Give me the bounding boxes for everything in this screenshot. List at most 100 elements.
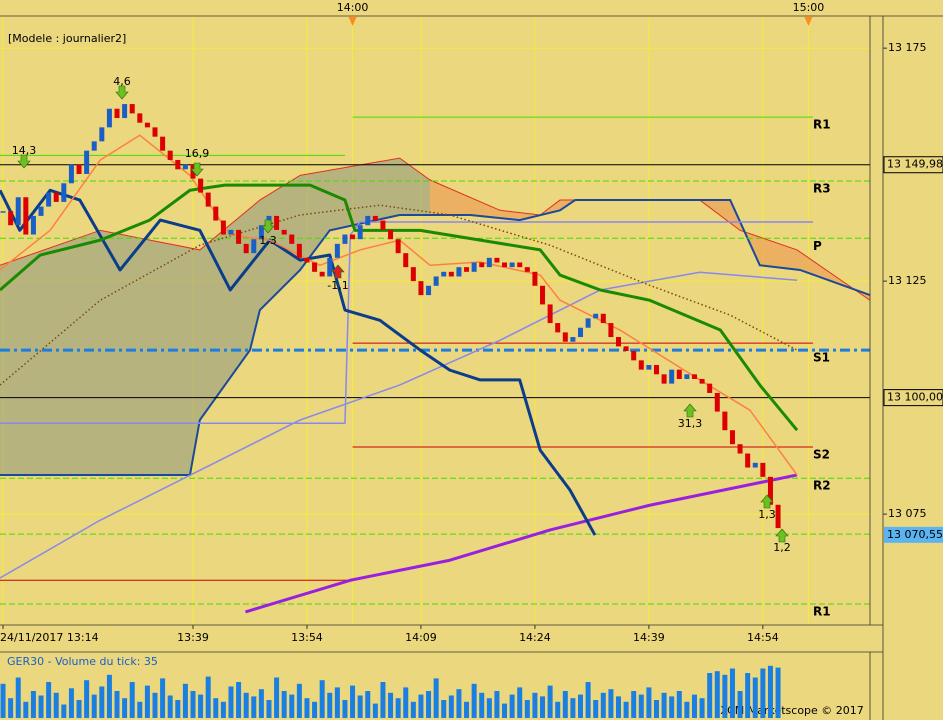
- volume-bar: [615, 696, 621, 718]
- level-label: R3: [813, 181, 831, 195]
- volume-bar: [570, 698, 576, 718]
- candle: [578, 327, 584, 338]
- candle: [395, 239, 401, 254]
- volume-bar: [30, 691, 36, 718]
- volume-bar: [182, 683, 188, 718]
- top-tick: [804, 17, 813, 26]
- volume-bar: [456, 689, 462, 718]
- volume-bar: [84, 680, 90, 718]
- indicators: [0, 134, 814, 614]
- x-tick-label: 14:54: [747, 631, 779, 644]
- annotation: -1,1: [327, 279, 348, 292]
- price-label: 13 100,00: [887, 391, 943, 404]
- candle: [0, 211, 6, 213]
- volume-bar: [684, 701, 690, 718]
- candle: [767, 476, 773, 505]
- candle: [289, 234, 295, 244]
- x-tick-label: 13:54: [291, 631, 323, 644]
- candle: [357, 225, 363, 240]
- candle: [236, 229, 242, 244]
- candle: [638, 360, 644, 370]
- y-tick-label: 13 125: [888, 274, 927, 287]
- y-tick-label: 13 075: [888, 507, 927, 520]
- cloud-edge: [0, 157, 871, 301]
- candle: [243, 243, 249, 254]
- annotation: 1,3: [259, 234, 277, 247]
- volume-bar: [251, 696, 257, 718]
- volume-bar: [198, 694, 204, 718]
- volume-bar: [403, 687, 409, 718]
- candle: [152, 127, 158, 137]
- candle: [312, 262, 318, 272]
- annotation: 1,3: [758, 508, 776, 521]
- volume-bar: [144, 685, 150, 718]
- candle: [160, 136, 166, 151]
- x-tick-label: 14:09: [405, 631, 437, 644]
- candle: [585, 318, 591, 328]
- volume-bar: [745, 673, 751, 718]
- annotation: 31,3: [678, 417, 703, 430]
- signal-arrow: [115, 85, 129, 100]
- volume-bar: [524, 700, 530, 718]
- candle: [122, 104, 128, 119]
- volume-bar: [631, 691, 637, 718]
- candle: [714, 392, 720, 412]
- candle: [388, 229, 394, 240]
- candle: [205, 192, 211, 207]
- candle: [631, 351, 637, 361]
- volume-bar: [448, 695, 454, 718]
- candle: [46, 192, 52, 207]
- candle: [524, 267, 530, 272]
- volume-bar: [395, 698, 401, 718]
- signal-arrow: [261, 219, 275, 234]
- candle: [350, 234, 356, 240]
- volume-bar: [15, 677, 21, 718]
- volume-bar: [494, 691, 500, 718]
- candle: [593, 313, 599, 319]
- volume-bar: [167, 695, 173, 718]
- candle: [8, 211, 14, 226]
- volume-bar: [555, 701, 561, 718]
- volume-bar: [638, 694, 644, 718]
- candle: [380, 220, 386, 230]
- annotation: 14,3: [12, 144, 37, 157]
- candle: [676, 369, 682, 379]
- volume-bar: [600, 692, 606, 718]
- volume-bar: [585, 682, 591, 718]
- volume-bar: [562, 691, 568, 718]
- volume-bar: [661, 692, 667, 718]
- candle: [274, 215, 280, 230]
- candle: [144, 122, 150, 128]
- volume-bar: [767, 665, 773, 718]
- volume-bar: [281, 691, 287, 718]
- volume-bar: [372, 703, 378, 718]
- candle: [365, 215, 371, 226]
- price-label: 13 149,98: [887, 158, 943, 171]
- volume-bar: [327, 692, 333, 718]
- levels: R1 R3 P S1 S2 R2 R1: [0, 116, 870, 619]
- candle: [296, 243, 302, 258]
- level-label: R2: [813, 479, 831, 493]
- candle: [372, 215, 378, 221]
- volume-bar: [220, 701, 226, 718]
- candle: [752, 462, 758, 468]
- volume-bar: [312, 701, 318, 718]
- candle: [775, 504, 781, 529]
- candle: [426, 285, 432, 296]
- volume-bar: [471, 683, 477, 718]
- candle: [729, 430, 735, 445]
- candle: [84, 150, 90, 174]
- volume-bar: [737, 691, 743, 718]
- candle: [623, 346, 629, 352]
- candle: [403, 253, 409, 268]
- volume-bar: [410, 701, 416, 718]
- volume-bar: [699, 698, 705, 718]
- top-tick-label: 15:00: [793, 1, 825, 14]
- candle: [486, 257, 492, 268]
- candle: [99, 127, 105, 142]
- volume-bar: [243, 692, 249, 718]
- candle: [418, 281, 424, 296]
- volume-bar: [296, 683, 302, 718]
- volume-bar: [129, 682, 135, 718]
- x-tick-label: 13:39: [177, 631, 209, 644]
